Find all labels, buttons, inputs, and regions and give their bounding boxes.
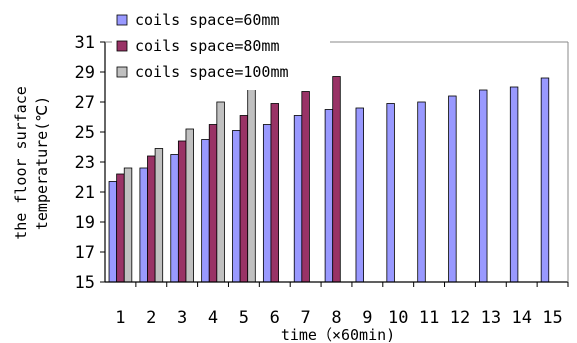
bar-series-2-6: [270, 103, 279, 283]
legend-label: coils space=100mm: [135, 63, 289, 81]
y-tick-label: 19: [75, 213, 95, 233]
y-tick-label: 27: [75, 93, 95, 113]
bar-series-2-2: [147, 155, 156, 283]
x-tick-label: 5: [239, 308, 249, 328]
bar-series-1-9: [355, 107, 364, 283]
bar-series-1-13: [479, 89, 488, 283]
bar-series-1-1: [108, 181, 118, 283]
x-tick-label: 4: [208, 308, 218, 328]
bar-series-1-15: [540, 77, 550, 283]
x-tick-label: 11: [419, 308, 439, 328]
bar-series-1-4: [201, 139, 210, 283]
x-axis-label: time（×60min): [281, 326, 395, 343]
y-tick-label: 23: [75, 153, 95, 173]
x-tick-label: 9: [362, 308, 372, 328]
legend-swatch: [116, 40, 128, 52]
x-tick-label: 13: [481, 308, 501, 328]
x-axis: 1 2 3 4 5 6 7 8 9 10 11 12 13 14 15: [115, 282, 569, 328]
y-tick-label: 25: [75, 123, 95, 143]
legend-box: [112, 8, 330, 90]
legend: coils space=60mm coils space=80mm coils sp…: [112, 8, 330, 90]
bar-series-2-7: [301, 91, 310, 283]
y-tick-label: 31: [75, 33, 95, 53]
x-tick-label: 10: [388, 308, 408, 328]
bar-series-1-6: [262, 124, 272, 283]
bar-series-2-5: [239, 115, 249, 283]
x-tick-label: 2: [146, 308, 156, 328]
y-tick-label: 29: [75, 63, 95, 83]
x-tick-label: 1: [115, 308, 125, 328]
bar-series-2-4: [208, 124, 218, 283]
x-tick-label: 6: [270, 308, 280, 328]
bar-series-3-3: [185, 128, 194, 283]
bar-series-3-4: [216, 101, 225, 283]
bar-series-1-3: [170, 154, 179, 283]
x-tick-label: 3: [177, 308, 187, 328]
legend-swatch: [116, 14, 128, 26]
bar-series-1-10: [386, 103, 395, 283]
y-tick-label: 17: [75, 243, 95, 263]
bar-series-1-5: [232, 130, 241, 283]
y-axis: 15 17 19 21 23 25 27 29 31: [75, 33, 105, 293]
bars: [108, 76, 550, 283]
x-tick-label: 15: [542, 308, 562, 328]
bar-series-1-11: [417, 101, 426, 283]
y-tick-label: 15: [75, 273, 95, 293]
y-axis-label-line-2: temperature(℃): [33, 96, 51, 230]
x-tick-label: 14: [511, 308, 531, 328]
y-tick-label: 21: [75, 183, 95, 203]
x-tick-label: 8: [331, 308, 341, 328]
bar-series-1-8: [324, 109, 334, 283]
bar-series-1-14: [509, 86, 519, 283]
legend-label: coils space=80mm: [135, 37, 280, 55]
bar-series-1-2: [139, 167, 148, 283]
y-axis-label-line-1: the floor surface: [12, 86, 30, 240]
bar-series-2-8: [332, 76, 341, 283]
x-tick-label: 12: [450, 308, 470, 328]
bar-series-1-7: [293, 115, 303, 283]
legend-label: coils space=60mm: [135, 11, 280, 29]
bar-series-3-2: [154, 148, 164, 283]
legend-swatch: [116, 66, 128, 78]
bar-series-2-1: [116, 173, 125, 283]
y-axis-title: the floor surface temperature(℃): [12, 86, 51, 240]
bar-series-1-12: [448, 95, 457, 283]
bar-series-2-3: [177, 140, 187, 283]
bar-series-3-5: [247, 79, 256, 283]
x-tick-label: 7: [301, 308, 311, 328]
bar-series-3-1: [123, 167, 133, 283]
